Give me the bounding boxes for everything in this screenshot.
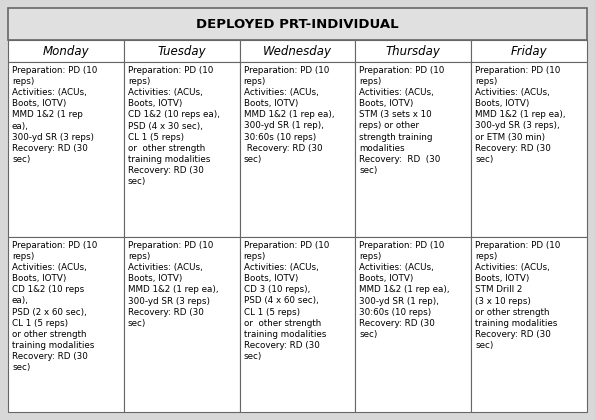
Bar [471, 62, 587, 237]
Bar [355, 40, 471, 62]
Bar [8, 237, 124, 412]
Text: Friday: Friday [511, 45, 547, 58]
Text: Preparation: PD (10
reps)
Activities: (ACUs,
Boots, IOTV)
MMD 1&2 (1 rep ea),
30: Preparation: PD (10 reps) Activities: (A… [128, 241, 218, 328]
Bar [240, 40, 355, 62]
Bar [355, 237, 471, 412]
Text: Monday: Monday [43, 45, 89, 58]
Bar [240, 237, 355, 412]
Text: Preparation: PD (10
reps)
Activities: (ACUs,
Boots, IOTV)
STM (3 sets x 10
reps): Preparation: PD (10 reps) Activities: (A… [359, 66, 445, 175]
Bar [124, 237, 240, 412]
Bar [355, 62, 471, 237]
Bar [8, 8, 587, 40]
Text: Preparation: PD (10
reps)
Activities: (ACUs,
Boots, IOTV)
STM Drill 2
(3 x 10 re: Preparation: PD (10 reps) Activities: (A… [475, 241, 560, 350]
Text: Preparation: PD (10
reps)
Activities: (ACUs,
Boots, IOTV)
MMD 1&2 (1 rep ea),
30: Preparation: PD (10 reps) Activities: (A… [359, 241, 450, 339]
Bar [8, 40, 124, 62]
Bar [8, 62, 124, 237]
Bar [124, 62, 240, 237]
Bar [471, 237, 587, 412]
Text: Preparation: PD (10
reps)
Activities: (ACUs,
Boots, IOTV)
CD 1&2 (10 reps ea),
P: Preparation: PD (10 reps) Activities: (A… [128, 66, 220, 186]
Text: Wednesday: Wednesday [263, 45, 332, 58]
Text: DEPLOYED PRT-INDIVIDUAL: DEPLOYED PRT-INDIVIDUAL [196, 18, 399, 31]
Text: Preparation: PD (10
reps)
Activities: (ACUs,
Boots, IOTV)
MMD 1&2 (1 rep ea),
30: Preparation: PD (10 reps) Activities: (A… [243, 66, 334, 164]
Text: Preparation: PD (10
reps)
Activities: (ACUs,
Boots, IOTV)
MMD 1&2 (1 rep
ea),
30: Preparation: PD (10 reps) Activities: (A… [12, 66, 98, 164]
Text: Preparation: PD (10
reps)
Activities: (ACUs,
Boots, IOTV)
CD 3 (10 reps),
PSD (4: Preparation: PD (10 reps) Activities: (A… [243, 241, 329, 361]
Text: Preparation: PD (10
reps)
Activities: (ACUs,
Boots, IOTV)
MMD 1&2 (1 rep ea),
30: Preparation: PD (10 reps) Activities: (A… [475, 66, 566, 164]
Bar [124, 40, 240, 62]
Bar [471, 40, 587, 62]
Text: Tuesday: Tuesday [158, 45, 206, 58]
Text: Thursday: Thursday [386, 45, 441, 58]
Bar [240, 62, 355, 237]
Text: Preparation: PD (10
reps)
Activities: (ACUs,
Boots, IOTV)
CD 1&2 (10 reps
ea),
P: Preparation: PD (10 reps) Activities: (A… [12, 241, 98, 372]
